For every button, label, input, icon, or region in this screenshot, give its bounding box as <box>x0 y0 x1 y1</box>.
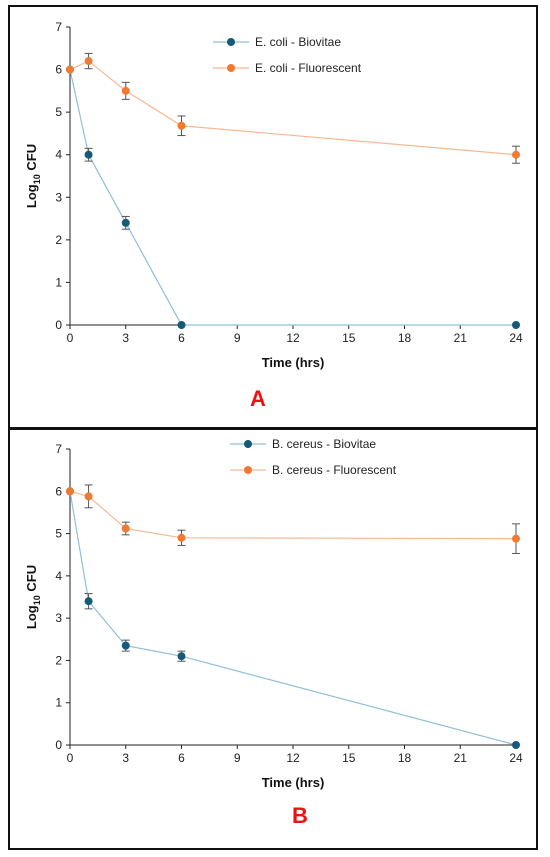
data-point <box>177 652 186 661</box>
chart-panel-b: 0 1 2 3 4 5 6 7 0 3 6 9 12 15 18 21 24 Time (hrs) Log10 CF… <box>8 428 538 850</box>
x-tick-label: 6 <box>178 331 185 345</box>
legend-swatch-marker <box>244 440 252 448</box>
series-line-0 <box>69 491 517 746</box>
x-axis-title: Time (hrs) <box>262 775 325 790</box>
y-tick-label: 0 <box>55 318 62 332</box>
y-axis-title: Log10 CFU <box>24 144 42 208</box>
data-point <box>177 121 186 130</box>
y-tick-label: 3 <box>55 190 62 204</box>
y-tick-label: 5 <box>55 105 62 119</box>
data-point <box>84 57 93 66</box>
y-axis-title: Log10 CFU <box>24 565 42 629</box>
panel-label: B <box>292 803 308 828</box>
data-point <box>512 534 520 543</box>
y-tick-label: 4 <box>55 569 62 583</box>
data-point <box>66 65 74 74</box>
x-tick-label: 12 <box>286 751 300 765</box>
x-tick-label: 18 <box>398 751 412 765</box>
data-point <box>177 533 186 542</box>
x-tick-label: 3 <box>122 331 129 345</box>
y-tick-label: 6 <box>55 484 62 498</box>
x-axis-title: Time (hrs) <box>262 355 325 370</box>
data-point <box>84 597 93 606</box>
legend-label: E. coli - Fluorescent <box>255 61 362 75</box>
series-line-1 <box>69 490 517 540</box>
y-tick-label: 4 <box>55 148 62 162</box>
x-tick-label: 24 <box>509 331 523 345</box>
data-point <box>121 218 130 227</box>
series-line-0 <box>69 69 516 326</box>
x-tick-label: 18 <box>398 331 412 345</box>
legend-swatch-marker <box>244 466 252 474</box>
data-point <box>512 741 520 749</box>
x-tick-label: 12 <box>286 331 300 345</box>
y-tick-label: 7 <box>55 442 62 456</box>
x-tick-label: 9 <box>234 751 241 765</box>
data-point <box>177 321 186 329</box>
y-tick-label: 5 <box>55 527 62 541</box>
data-point <box>84 150 93 159</box>
x-tick-label: 3 <box>122 751 129 765</box>
legend-label: B. cereus - Biovitae <box>272 437 376 451</box>
data-point <box>121 86 130 95</box>
x-tick-label: 6 <box>178 751 185 765</box>
x-tick-label: 15 <box>342 751 356 765</box>
legend-swatch-marker <box>227 64 235 72</box>
x-tick-label: 0 <box>67 751 74 765</box>
data-point <box>121 641 130 650</box>
y-tick-label: 7 <box>55 20 62 34</box>
x-tick-label: 15 <box>342 331 356 345</box>
panel-label: A <box>250 386 266 411</box>
legend-swatch-marker <box>227 38 235 46</box>
x-tick-label: 9 <box>234 331 241 345</box>
legend-label: B. cereus - Fluorescent <box>272 463 397 477</box>
x-tick-label: 21 <box>454 751 468 765</box>
y-tick-label: 0 <box>55 738 62 752</box>
y-tick-label: 2 <box>55 233 62 247</box>
y-tick-label: 1 <box>55 275 62 289</box>
data-point <box>512 321 520 329</box>
data-point <box>84 492 93 501</box>
y-tick-label: 3 <box>55 611 62 625</box>
x-tick-label: 0 <box>67 331 74 345</box>
data-point <box>66 487 74 496</box>
y-tick-label: 1 <box>55 696 62 710</box>
series-line-1 <box>69 60 517 156</box>
data-point <box>512 150 520 159</box>
data-point <box>121 524 130 533</box>
chart-panel-a: 0 1 2 3 4 5 6 7 0 3 6 9 12 15 18 21 24 Time (hrs) Log10 CF… <box>8 5 538 429</box>
y-tick-label: 2 <box>55 653 62 667</box>
x-tick-label: 21 <box>454 331 468 345</box>
legend-label: E. coli - Biovitae <box>255 35 341 49</box>
y-tick-label: 6 <box>55 63 62 77</box>
x-tick-label: 24 <box>509 751 523 765</box>
